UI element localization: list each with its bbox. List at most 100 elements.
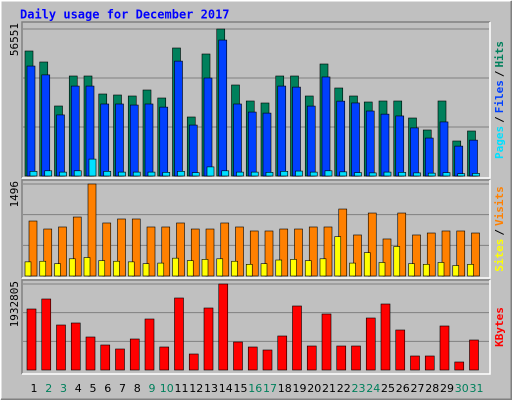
- x-tick-label: 7: [119, 382, 126, 395]
- bar: [161, 226, 171, 277]
- bar: [186, 260, 194, 277]
- bar: [146, 226, 156, 277]
- panel-frame-light: [22, 180, 491, 279]
- bar: [144, 103, 154, 177]
- bar: [410, 355, 420, 371]
- bar: [422, 264, 430, 277]
- bar: [413, 172, 421, 177]
- bar: [398, 172, 407, 177]
- bar: [201, 259, 209, 277]
- bar: [454, 145, 464, 177]
- bar: [294, 228, 303, 277]
- bar: [452, 265, 460, 277]
- bar: [339, 171, 348, 177]
- bar: [83, 257, 91, 277]
- bar: [265, 172, 274, 177]
- bar: [249, 230, 259, 277]
- x-tick-label: 26: [396, 382, 410, 395]
- x-tick-label: 24: [366, 382, 380, 395]
- bar: [262, 112, 272, 177]
- bar: [129, 338, 140, 371]
- bar: [308, 226, 318, 277]
- bar: [397, 212, 407, 277]
- bar: [216, 258, 224, 277]
- bar: [72, 216, 82, 277]
- panel-frame-light: [22, 280, 491, 375]
- bar: [236, 171, 244, 177]
- legend-entry: Files: [493, 80, 506, 113]
- x-tick-label: 11: [175, 382, 189, 395]
- bar: [28, 220, 38, 277]
- bar: [118, 171, 126, 177]
- legend-separator: /: [493, 70, 506, 77]
- bar: [129, 104, 139, 177]
- x-tick-label: 20: [307, 382, 321, 395]
- bar: [324, 170, 333, 177]
- bar: [441, 230, 451, 277]
- x-tick-label: 21: [322, 382, 336, 395]
- panel-frame-light: [22, 22, 491, 179]
- bar: [365, 110, 375, 177]
- panel-frame-dark: [21, 21, 490, 178]
- y-tick-label: 1932805: [8, 281, 21, 327]
- bar: [103, 171, 112, 177]
- bar: [115, 348, 125, 371]
- bar: [203, 77, 213, 177]
- bar: [43, 228, 53, 277]
- bar: [174, 60, 183, 177]
- bar: [353, 234, 362, 277]
- bar: [365, 317, 376, 371]
- x-tick-label: 4: [75, 382, 82, 395]
- bar: [260, 263, 268, 277]
- bar: [117, 218, 126, 277]
- bar: [275, 259, 283, 277]
- x-tick-label: 16: [248, 382, 262, 395]
- bar: [439, 121, 449, 177]
- bar: [245, 264, 253, 277]
- bar: [378, 262, 386, 277]
- bar: [363, 252, 371, 277]
- bar: [203, 307, 214, 371]
- bar: [233, 103, 242, 177]
- bar: [24, 261, 32, 277]
- bar: [292, 305, 302, 371]
- bar: [132, 171, 141, 177]
- bar: [382, 238, 392, 277]
- x-tick-label: 29: [440, 382, 454, 395]
- bar: [306, 345, 317, 371]
- bar: [439, 325, 450, 371]
- bar: [70, 322, 81, 371]
- bar: [454, 361, 465, 371]
- bar: [295, 170, 303, 177]
- bar: [174, 297, 184, 371]
- bar: [39, 260, 47, 277]
- bar: [205, 228, 215, 277]
- legend-entry: Visits: [493, 186, 506, 226]
- x-tick-label: 30: [455, 382, 469, 395]
- bar: [469, 139, 478, 177]
- bar: [456, 230, 466, 277]
- bar: [367, 212, 377, 277]
- x-tick-label: 6: [104, 382, 111, 395]
- bar: [410, 127, 419, 177]
- bar: [70, 85, 80, 177]
- y-tick-label: 1496: [8, 181, 21, 208]
- bar: [87, 183, 97, 277]
- bar: [290, 259, 297, 277]
- bar: [426, 232, 436, 277]
- x-tick-label: 23: [352, 382, 366, 395]
- bar: [393, 246, 401, 277]
- bar: [102, 222, 112, 277]
- bar: [221, 170, 230, 177]
- bar: [44, 170, 53, 177]
- x-tick-label: 15: [234, 382, 248, 395]
- bar: [159, 346, 170, 371]
- bar: [157, 262, 165, 277]
- x-tick-label: 9: [149, 382, 156, 395]
- bar: [73, 170, 82, 177]
- bar: [349, 262, 356, 277]
- bar: [368, 172, 377, 177]
- bar: [68, 258, 76, 277]
